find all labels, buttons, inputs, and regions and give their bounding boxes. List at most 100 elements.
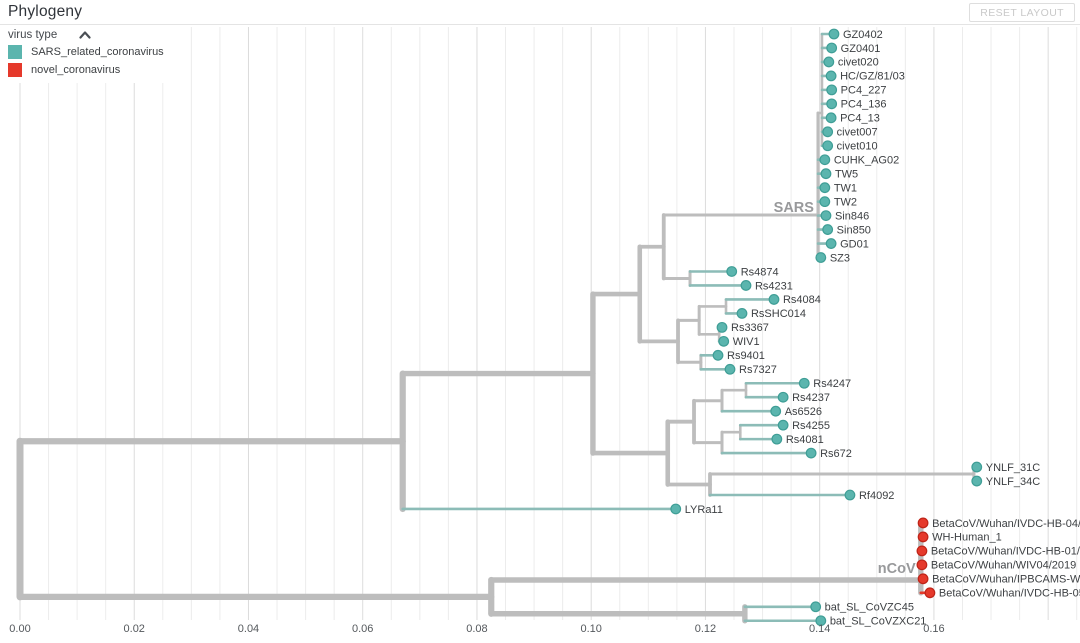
tip-label[interactable]: Rs4874 (741, 266, 779, 278)
tip-label[interactable]: GD01 (840, 238, 869, 250)
tip-label[interactable]: Rf4092 (859, 490, 894, 502)
tip-node[interactable] (777, 391, 789, 403)
tip-node[interactable] (819, 154, 831, 166)
tip-node[interactable] (726, 266, 738, 277)
tip-label[interactable]: Sin846 (835, 210, 869, 222)
tip-node[interactable] (820, 210, 832, 222)
tip-label[interactable]: BetaCoV/Wuhan/IVDC-HB-01/2019 (931, 546, 1080, 558)
tip-node[interactable] (815, 615, 827, 627)
tip-label[interactable]: WIV1 (733, 336, 760, 348)
tip-node[interactable] (826, 42, 838, 54)
tip-label[interactable]: PC4_13 (840, 113, 880, 125)
tip-label[interactable]: BetaCoV/Wuhan/IVDC-HB-05/2019 (939, 588, 1080, 600)
tip-label[interactable]: Rs672 (820, 448, 852, 460)
tip-node[interactable] (917, 573, 929, 585)
tip-node[interactable] (718, 335, 730, 347)
axis-tick-label: 0.04 (238, 623, 259, 635)
tip-label[interactable]: HC/GZ/81/03 (840, 71, 905, 83)
chevron-up-icon (79, 31, 91, 39)
tip-label[interactable]: GZ0401 (841, 43, 881, 55)
tip-label[interactable]: RsSHC014 (751, 308, 806, 320)
tip-label[interactable]: Rs4247 (813, 378, 851, 390)
tip-node[interactable] (826, 84, 838, 96)
tip-node[interactable] (820, 168, 832, 180)
tip-node[interactable] (740, 280, 752, 291)
tip-label[interactable]: civet010 (837, 141, 878, 153)
legend-swatch-sars (8, 45, 22, 59)
tip-label[interactable]: civet007 (837, 127, 878, 139)
tip-node[interactable] (924, 587, 936, 599)
tip-label[interactable]: PC4_136 (841, 99, 887, 111)
tip-node[interactable] (798, 377, 810, 389)
tip-node[interactable] (825, 70, 837, 82)
tip-node[interactable] (810, 601, 822, 613)
tip-label[interactable]: As6526 (785, 406, 822, 418)
tip-label[interactable]: LYRa11 (685, 504, 723, 516)
tip-node[interactable] (844, 489, 856, 501)
tip-label[interactable]: PC4_227 (841, 85, 887, 97)
axis-tick-label: 0.16 (923, 623, 944, 635)
tip-node[interactable] (825, 238, 837, 249)
tip-node[interactable] (822, 140, 834, 152)
tip-label[interactable]: GZ0402 (843, 29, 883, 41)
page-title: Phylogeny (8, 3, 83, 20)
tip-node[interactable] (724, 363, 736, 375)
tip-node[interactable] (917, 517, 929, 529)
tip-label[interactable]: Rs4081 (786, 434, 824, 446)
tip-node[interactable] (826, 98, 838, 110)
clade-label-ncov: nCoV (878, 561, 916, 577)
tip-label[interactable]: TW5 (835, 169, 858, 181)
tip-label[interactable]: CUHK_AG02 (834, 155, 899, 167)
tip-label[interactable]: Sin850 (837, 224, 871, 236)
tip-label[interactable]: Rs4084 (783, 294, 821, 306)
tip-node[interactable] (819, 196, 831, 208)
tip-node[interactable] (670, 503, 682, 515)
legend-item-ncov[interactable]: novel_coronavirus (8, 63, 164, 77)
legend-item-sars[interactable]: SARS_related_coronavirus (8, 45, 164, 59)
tip-label[interactable]: BetaCoV/Wuhan/IPBCAMS-WH-01/2 (932, 574, 1080, 586)
legend-item-label: novel_coronavirus (31, 64, 121, 76)
tip-label[interactable]: BetaCoV/Wuhan/IVDC-HB-04/2020 (932, 518, 1080, 530)
tip-label[interactable]: SZ3 (830, 252, 850, 264)
tip-label[interactable]: BetaCoV/Wuhan/WIV04/2019 (931, 560, 1076, 572)
tip-node[interactable] (819, 182, 831, 194)
tip-node[interactable] (822, 224, 834, 235)
tip-node[interactable] (916, 559, 928, 571)
legend-toggle[interactable]: virus type (8, 29, 164, 41)
tip-label[interactable]: Rs9401 (727, 350, 765, 362)
tip-label[interactable]: TW2 (834, 196, 857, 208)
tip-node[interactable] (825, 112, 837, 124)
tip-node[interactable] (716, 321, 728, 333)
tip-node[interactable] (815, 252, 827, 263)
tip-node[interactable] (822, 126, 834, 138)
tip-label[interactable]: bat_SL_CoVZXC21 (830, 616, 927, 628)
tip-label[interactable]: WH-Human_1 (932, 532, 1002, 544)
tip-label[interactable]: Rs7327 (739, 364, 777, 376)
tip-label[interactable]: bat_SL_CoVZC45 (825, 602, 914, 614)
header-bar: Phylogeny RESET LAYOUT (0, 0, 1080, 25)
tip-label[interactable]: Rs4255 (792, 420, 830, 432)
tip-label[interactable]: YNLF_34C (986, 476, 1040, 488)
tip-node[interactable] (971, 461, 983, 473)
tip-node[interactable] (828, 28, 840, 40)
tip-label[interactable]: Rs4231 (755, 280, 793, 292)
tip-node[interactable] (916, 545, 928, 557)
tip-label[interactable]: YNLF_31C (986, 462, 1040, 474)
tip-node[interactable] (770, 405, 782, 417)
tip-node[interactable] (971, 475, 983, 487)
tip-node[interactable] (771, 433, 783, 445)
reset-layout-button[interactable]: RESET LAYOUT (969, 3, 1075, 22)
tip-label[interactable]: Rs3367 (731, 322, 769, 334)
tip-label[interactable]: Rs4237 (792, 392, 830, 404)
tip-label[interactable]: civet020 (838, 57, 879, 69)
tip-label[interactable]: TW1 (834, 182, 857, 194)
tip-node[interactable] (777, 419, 789, 431)
tip-node[interactable] (712, 349, 724, 361)
tip-node[interactable] (768, 294, 780, 305)
tip-node[interactable] (823, 56, 835, 68)
legend-item-label: SARS_related_coronavirus (31, 46, 164, 58)
tip-node[interactable] (917, 531, 929, 543)
tip-node[interactable] (805, 447, 817, 459)
tip-node[interactable] (736, 308, 748, 319)
